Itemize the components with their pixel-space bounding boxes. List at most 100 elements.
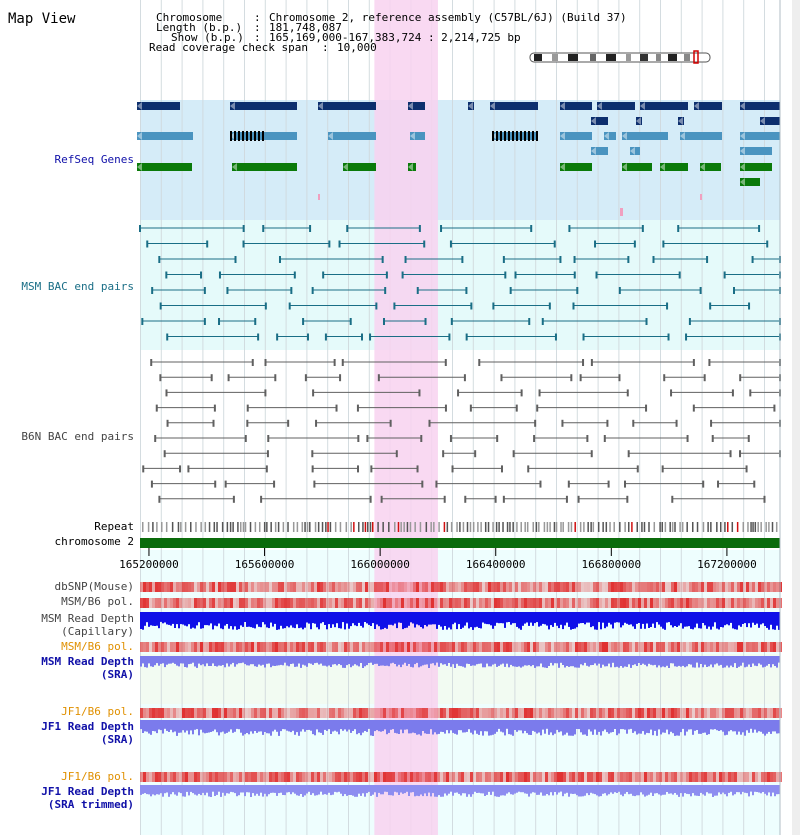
chromosome-info: Chromosome : Chromosome 2, reference ass… [149,11,627,54]
depth-bar [222,720,224,732]
depth-bar [378,720,380,732]
repeat-element [592,522,595,532]
read-depth-tracks[interactable] [140,612,780,797]
heat-cell [353,642,356,652]
depth-bar [578,612,580,624]
refseq-genes-track[interactable] [137,102,780,216]
heat-cell [752,598,755,608]
track-label-refseq-genes[interactable]: RefSeq Genes [55,153,134,166]
heat-cell [572,708,575,718]
heat-cell [407,642,410,652]
track-label-repeat[interactable]: Repeat [94,520,134,533]
depth-bar [558,785,560,793]
heat-cell [236,708,239,718]
track-label-msm-bac-end-pairs[interactable]: MSM BAC end pairs [21,280,134,293]
heat-cell [197,772,200,782]
heat-cell [140,642,143,652]
depth-bar [470,612,472,628]
track-label-msm-read-depth-sra[interactable]: MSM Read Depth [41,655,134,668]
heat-cell [686,772,689,782]
depth-bar [250,720,252,732]
heat-cell [209,582,212,592]
heat-cell [764,772,767,782]
depth-bar [384,720,386,730]
gene-model [760,117,780,125]
heat-cell [578,708,581,718]
depth-bar [582,720,584,735]
repeat-element [562,522,564,532]
track-label-msm-b6-pol-2[interactable]: MSM/B6 pol. [61,640,134,653]
track-label-msm-read-depth-capillary[interactable]: MSM Read Depth [41,612,134,625]
heat-cell [668,598,671,608]
gene-strand-arrow [318,102,323,110]
heat-cell [653,642,656,652]
depth-bar [318,720,320,733]
track-label-jf1-read-depth-sra[interactable]: JF1 Read Depth [41,720,134,733]
heat-cell [383,772,386,782]
track-label-b6n-bac-end-pairs[interactable]: B6N BAC end pairs [21,430,134,443]
depth-bar [534,612,536,624]
depth-bar [452,612,454,625]
track-label-jf1-b6-pol[interactable]: JF1/B6 pol. [61,705,134,718]
depth-bar [536,612,538,623]
depth-bar [162,720,164,734]
heat-cell [413,598,416,608]
depth-bar [480,720,482,732]
depth-bar [172,612,174,624]
depth-bar [402,720,404,734]
track-label-msm-b6-pol[interactable]: MSM/B6 pol. [61,595,134,608]
heat-cell [455,708,458,718]
heat-cell [755,772,758,782]
depth-bar [664,656,666,668]
depth-bar [678,656,680,666]
b6n-bac-pair-end [478,359,481,366]
depth-bar [722,785,724,793]
track-label-jf1-read-depth-trimmed[interactable]: JF1 Read Depth [41,785,134,798]
gene-strand-arrow [490,102,495,110]
heat-cell [467,598,470,608]
track-label-jf1-b6-pol-2[interactable]: JF1/B6 pol. [61,770,134,783]
heat-cell [284,772,287,782]
heat-cell [638,642,641,652]
depth-bar [246,785,248,793]
heat-cell [470,708,473,718]
repeat-element [775,522,778,532]
b6n-bac-pair-end [154,435,157,442]
chromosome-bar[interactable] [140,538,780,548]
heat-cell [341,772,344,782]
heat-cell [713,708,716,718]
depth-bar [400,720,402,730]
heat-cell [668,642,671,652]
depth-bar [210,720,212,732]
depth-bar [650,720,652,730]
polymorphism-heat-tracks[interactable] [140,582,782,782]
msm-bac-end-pairs-track[interactable] [139,225,781,341]
heat-cell [143,708,146,718]
msm-bac-pair-end [465,287,468,294]
track-label-dbsnp[interactable]: dbSNP(Mouse) [55,580,134,593]
heat-cell [662,598,665,608]
track-label-msm-read-depth-sra-sub: (SRA) [101,668,134,681]
depth-bar [364,785,366,797]
depth-bar [374,720,376,732]
depth-bar [566,720,568,733]
depth-bar [560,720,562,732]
gene-model [740,132,780,140]
depth-bar [688,612,690,627]
track-label-chromosome[interactable]: chromosome 2 [55,535,134,548]
repeat-track[interactable] [142,522,778,532]
heat-cell [407,772,410,782]
depth-bar [146,656,148,668]
chromosome-ideogram[interactable] [529,50,711,64]
heat-cell [521,642,524,652]
depth-bar [472,656,474,666]
repeat-element [653,522,656,532]
b6n-bac-end-pairs-track[interactable] [142,359,781,503]
depth-bar [552,612,554,627]
heat-cell [254,642,257,652]
vertical-scrollbar[interactable] [792,0,800,835]
depth-bar [488,656,490,667]
heat-cell [311,582,314,592]
depth-bar [506,785,508,794]
